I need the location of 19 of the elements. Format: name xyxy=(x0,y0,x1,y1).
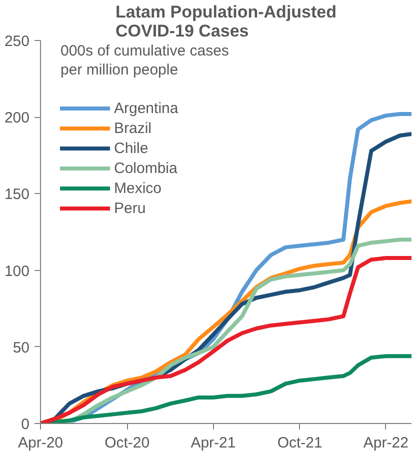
y-tick-label: 100 xyxy=(4,262,30,280)
y-tick-label: 50 xyxy=(12,339,30,356)
legend-label: Peru xyxy=(114,200,146,216)
legend-label: Brazil xyxy=(114,120,152,136)
x-tick-label: Apr-22 xyxy=(363,434,408,452)
y-tick-label: 200 xyxy=(4,110,30,127)
legend-label: Argentina xyxy=(114,100,178,116)
y-tick-label: 250 xyxy=(4,33,30,50)
x-tick-label: Oct-21 xyxy=(277,434,322,452)
legend-label: Mexico xyxy=(114,180,162,196)
x-tick-label: Apr-21 xyxy=(190,434,236,452)
x-tick-label: Oct-20 xyxy=(104,434,150,452)
chart-title: Latam Population-Adjusted COVID-19 Cases xyxy=(116,2,336,40)
annotation: 000s of cumulative cases per million people xyxy=(60,42,229,78)
y-tick-label: 0 xyxy=(21,416,30,433)
y-tick-label: 150 xyxy=(4,186,30,204)
x-tick-label: Apr-20 xyxy=(18,434,64,452)
legend-label: Colombia xyxy=(114,160,178,176)
legend-label: Chile xyxy=(114,140,148,156)
